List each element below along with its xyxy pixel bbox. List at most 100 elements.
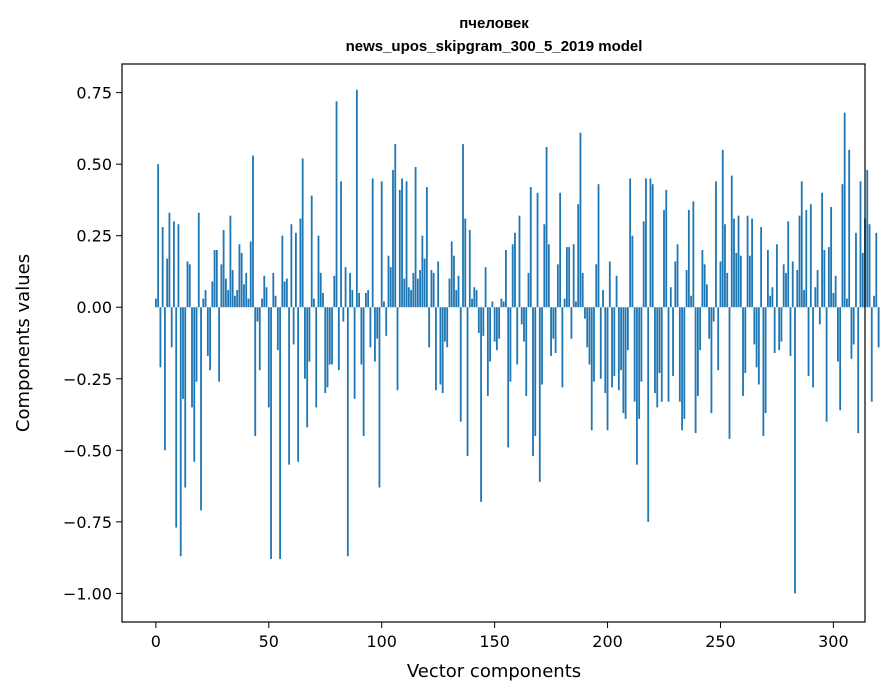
bar-315 bbox=[866, 169, 869, 308]
bar-71 bbox=[315, 307, 318, 408]
bar-289 bbox=[807, 307, 810, 376]
bar-276 bbox=[778, 307, 781, 351]
bar-112 bbox=[407, 287, 410, 308]
bar-220 bbox=[651, 184, 654, 308]
bar-223 bbox=[658, 307, 661, 374]
bar-194 bbox=[593, 307, 595, 382]
bar-193 bbox=[590, 307, 593, 431]
bar-186 bbox=[575, 301, 577, 308]
bar-137 bbox=[464, 218, 467, 308]
bar-131 bbox=[450, 241, 453, 308]
bar-273 bbox=[771, 287, 774, 308]
bar-202 bbox=[611, 307, 613, 388]
bar-296 bbox=[823, 250, 826, 308]
bar-7 bbox=[170, 307, 173, 348]
bar-237 bbox=[690, 295, 693, 308]
x-tick-label: 150 bbox=[479, 632, 510, 651]
bar-30 bbox=[222, 229, 225, 308]
bar-270 bbox=[764, 307, 767, 414]
bar-307 bbox=[848, 149, 851, 308]
bar-188 bbox=[579, 132, 582, 308]
bar-50 bbox=[267, 307, 270, 408]
bar-114 bbox=[412, 272, 415, 308]
y-tick-label: −0.25 bbox=[63, 370, 112, 389]
bar-167 bbox=[532, 307, 534, 457]
bar-248 bbox=[715, 181, 717, 308]
bar-294 bbox=[818, 307, 821, 325]
bar-90 bbox=[358, 292, 361, 308]
bar-282 bbox=[791, 261, 794, 308]
bar-213 bbox=[636, 307, 638, 465]
bar-46 bbox=[258, 307, 261, 371]
bar-212 bbox=[633, 307, 636, 402]
bar-228 bbox=[669, 287, 672, 308]
bar-174 bbox=[547, 244, 550, 308]
bar-79 bbox=[333, 275, 336, 308]
bar-230 bbox=[674, 261, 677, 308]
bar-17 bbox=[193, 307, 196, 462]
bar-99 bbox=[378, 307, 381, 488]
bar-305 bbox=[843, 112, 846, 308]
bar-129 bbox=[446, 307, 449, 348]
bar-81 bbox=[337, 307, 340, 371]
bar-286 bbox=[800, 181, 803, 308]
bar-200 bbox=[606, 307, 609, 431]
bar-158 bbox=[511, 244, 514, 308]
bar-143 bbox=[477, 307, 480, 333]
bar-285 bbox=[798, 215, 801, 308]
bar-45 bbox=[256, 307, 259, 322]
bar-127 bbox=[441, 307, 444, 394]
bar-297 bbox=[825, 307, 828, 422]
chart-title-line-1: пчеловек bbox=[459, 15, 529, 32]
bar-198 bbox=[602, 290, 604, 308]
bar-173 bbox=[545, 146, 548, 308]
bar-216 bbox=[642, 221, 645, 308]
bar-162 bbox=[520, 307, 523, 325]
bar-123 bbox=[432, 272, 435, 308]
bar-160 bbox=[516, 307, 519, 365]
bar-320 bbox=[877, 307, 880, 348]
bar-76 bbox=[326, 307, 329, 388]
bar-100 bbox=[380, 181, 383, 308]
bar-60 bbox=[290, 224, 293, 308]
bar-205 bbox=[617, 307, 620, 391]
bar-240 bbox=[696, 307, 699, 396]
bar-0 bbox=[154, 298, 157, 308]
bar-9 bbox=[175, 307, 178, 528]
bar-214 bbox=[638, 307, 641, 419]
bar-117 bbox=[419, 270, 422, 308]
bar-210 bbox=[629, 178, 632, 308]
bar-274 bbox=[773, 307, 776, 354]
x-tick-label: 50 bbox=[259, 632, 279, 651]
bar-67 bbox=[306, 307, 309, 428]
bar-269 bbox=[762, 307, 765, 436]
bar-258 bbox=[737, 215, 740, 308]
bar-221 bbox=[654, 307, 656, 394]
bar-83 bbox=[342, 307, 345, 322]
bar-278 bbox=[782, 264, 785, 308]
x-tick-label: 300 bbox=[818, 632, 849, 651]
bar-290 bbox=[809, 204, 812, 308]
bar-82 bbox=[340, 181, 342, 308]
bar-255 bbox=[730, 175, 733, 308]
bar-59 bbox=[288, 307, 291, 465]
bar-271 bbox=[766, 250, 769, 308]
bar-94 bbox=[367, 290, 370, 308]
bar-12 bbox=[182, 307, 184, 399]
bar-184 bbox=[570, 307, 573, 339]
bar-56 bbox=[281, 235, 284, 308]
bar-98 bbox=[376, 307, 379, 339]
y-tick-label: 0.75 bbox=[76, 84, 112, 103]
bar-37 bbox=[238, 244, 241, 308]
bar-70 bbox=[313, 298, 315, 308]
bar-126 bbox=[439, 307, 442, 385]
bar-308 bbox=[850, 307, 853, 359]
bar-25 bbox=[211, 281, 214, 308]
bar-101 bbox=[383, 301, 385, 308]
bar-61 bbox=[292, 307, 295, 345]
bar-304 bbox=[841, 184, 844, 308]
bar-132 bbox=[453, 255, 455, 308]
bar-163 bbox=[523, 307, 525, 342]
bar-2 bbox=[159, 307, 162, 368]
bar-105 bbox=[392, 169, 394, 308]
